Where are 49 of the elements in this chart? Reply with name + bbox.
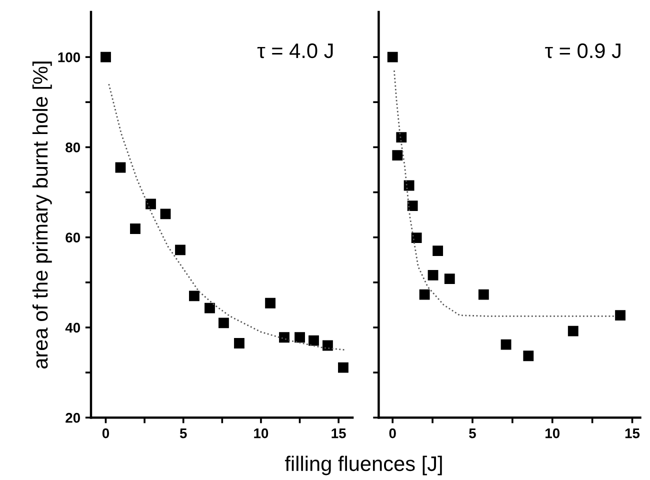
annotation: τ = 4.0 J [257,43,333,58]
point [338,362,348,373]
point [308,335,319,346]
point [130,224,140,234]
x-tick-label: 15 [332,428,346,438]
y-tick-label: 80 [66,142,80,152]
point [411,232,422,243]
y-tick-label: 60 [66,232,80,243]
point [322,340,333,351]
point [294,332,305,343]
point [396,132,407,142]
point [568,326,578,336]
point [279,332,290,343]
y-tick-label: 20 [66,412,80,423]
point [218,318,229,328]
point [146,198,156,210]
x-tick-label: 10 [254,428,268,438]
point [432,246,444,256]
point [175,244,186,256]
y-axis-title: area of the primary burnt hole [%] [32,62,52,368]
point [404,180,414,191]
line-series [108,83,348,351]
point [115,162,126,173]
point [234,338,244,348]
point [444,274,455,284]
point [189,290,200,302]
x-tick-label: 0 [102,428,110,438]
point [615,310,626,321]
x-tick-label: 10 [546,428,560,438]
y-tick-label: 100 [58,52,80,62]
point [387,52,398,62]
x-tick-label: 15 [625,428,640,438]
point [500,339,512,350]
point [478,289,489,300]
x-tick-label: 5 [469,428,476,438]
point [392,150,403,161]
point [428,270,438,280]
x-axis-title: filling fluences [J] [284,456,442,476]
point [523,350,534,362]
annotation: τ = 0.9 J [545,43,620,58]
x-tick-label: 0 [389,428,396,438]
point [265,298,276,308]
point [100,52,111,62]
point [407,200,418,211]
x-tick-label: 5 [180,428,187,438]
point [204,302,215,314]
point [160,208,171,220]
point [419,289,430,300]
y-tick-label: 40 [65,322,80,333]
